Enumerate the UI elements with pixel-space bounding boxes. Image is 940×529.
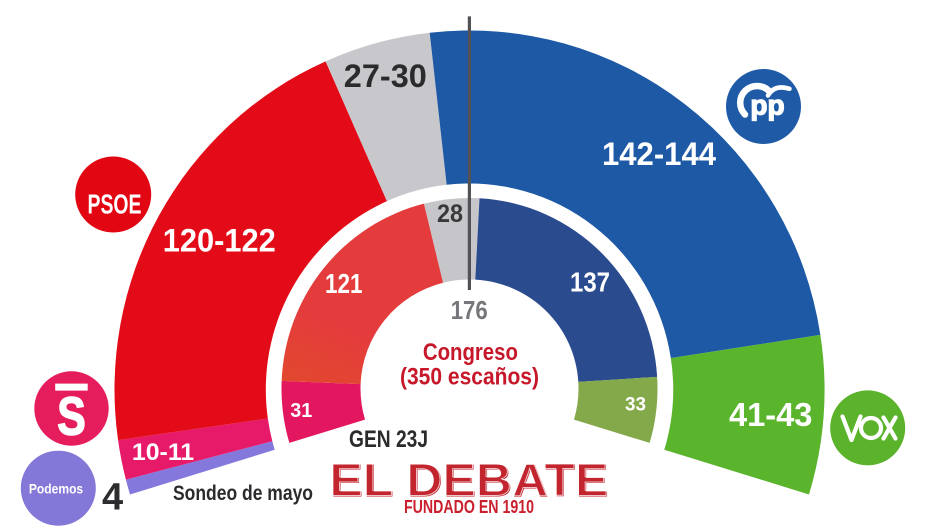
svg-text:120-122: 120-122 xyxy=(163,222,276,258)
svg-text:(350 escaños): (350 escaños) xyxy=(400,363,539,390)
svg-text:Sondeo de mayo: Sondeo de mayo xyxy=(173,482,313,505)
svg-text:27-30: 27-30 xyxy=(344,58,427,94)
svg-text:176: 176 xyxy=(451,295,488,325)
svg-text:GEN 23J: GEN 23J xyxy=(349,426,428,453)
svg-text:PSOE: PSOE xyxy=(88,189,142,220)
svg-text:137: 137 xyxy=(570,267,610,298)
svg-text:EL DEBATE: EL DEBATE xyxy=(329,454,608,506)
svg-text:31: 31 xyxy=(290,400,312,422)
svg-text:10-11: 10-11 xyxy=(132,439,194,466)
svg-text:EL DEBATE: EL DEBATE xyxy=(330,455,609,507)
svg-text:S: S xyxy=(57,386,86,446)
svg-text:FUNDADO EN 1910: FUNDADO EN 1910 xyxy=(404,497,534,517)
svg-text:Congreso: Congreso xyxy=(423,339,518,366)
svg-text:41-43: 41-43 xyxy=(729,396,813,433)
svg-text:Podemos: Podemos xyxy=(29,481,83,497)
svg-text:28: 28 xyxy=(437,200,463,228)
svg-text:4: 4 xyxy=(102,477,123,519)
svg-text:142-144: 142-144 xyxy=(602,136,716,172)
svg-text:33: 33 xyxy=(625,394,646,415)
svg-text:121: 121 xyxy=(325,268,363,299)
